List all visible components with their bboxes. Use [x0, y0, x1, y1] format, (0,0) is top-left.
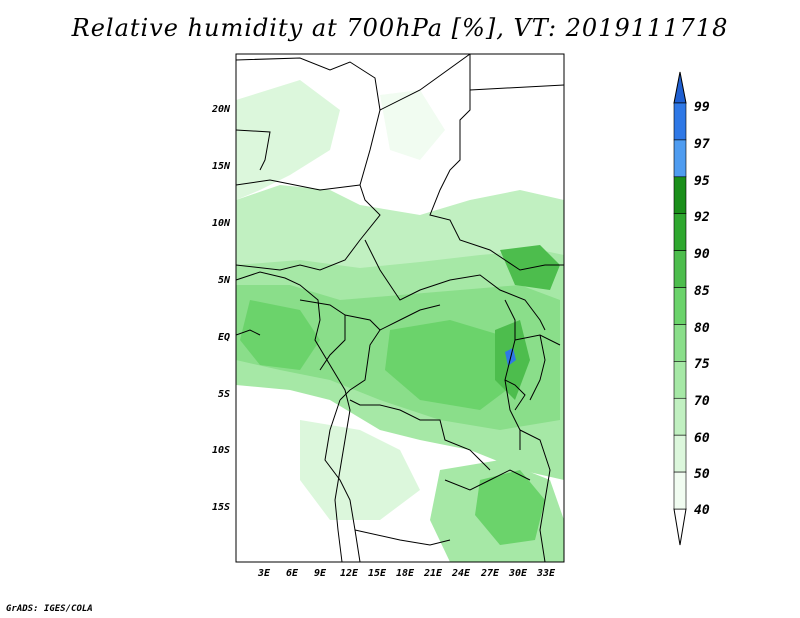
colorbar-label: 40: [694, 503, 710, 518]
colorbar-label: 85: [694, 284, 710, 299]
lon-label: 30E: [508, 568, 528, 579]
lon-label: 3E: [257, 568, 271, 579]
colorbar-segment: [673, 213, 687, 251]
rh-region-zambia-core: [475, 470, 545, 545]
colorbar-label: 60: [694, 431, 710, 446]
colorbar-segment: [673, 471, 687, 510]
lon-label: 9E: [313, 568, 327, 579]
colorbar-label: 97: [694, 137, 710, 152]
lat-label: 10N: [211, 218, 230, 229]
colorbar-segment: [673, 139, 687, 178]
lon-label: 18E: [395, 568, 415, 579]
lon-label: 33E: [536, 568, 556, 579]
lon-label: 21E: [423, 568, 443, 579]
colorbar-segment: [673, 397, 687, 436]
colorbar-segment: [673, 250, 687, 288]
colorbar-label: 99: [694, 100, 710, 115]
lat-label: 20N: [211, 104, 230, 115]
colorbar-label: 70: [694, 394, 710, 409]
colorbar-segment: [673, 102, 687, 141]
humidity-field: [236, 80, 564, 562]
lon-label: 27E: [480, 568, 500, 579]
coastline: [235, 271, 351, 563]
lat-label: 15N: [211, 161, 230, 172]
rh-region-gabon: [240, 300, 320, 370]
rh-region-north: [236, 80, 340, 200]
colorbar-segment: [673, 324, 687, 362]
lon-label: 15E: [367, 568, 387, 579]
lat-label: 10S: [211, 445, 230, 456]
lat-label: 5S: [217, 389, 230, 400]
colorbar-top-arrow: [673, 71, 687, 104]
country-borders: [236, 54, 564, 562]
lat-label: EQ: [217, 332, 230, 343]
colorbar-label: 92: [694, 210, 710, 225]
colorbar-segment: [673, 361, 687, 399]
colorbar-segment: [673, 287, 687, 325]
grads-credit: GrADS: IGES/COLA: [6, 604, 93, 614]
lat-label: 15S: [211, 502, 230, 513]
colorbar-label: 50: [694, 467, 710, 482]
colorbar-label: 95: [694, 174, 710, 189]
lon-label: 12E: [339, 568, 359, 579]
rh-region-angola: [300, 420, 420, 520]
colorbar-segment: [673, 176, 687, 215]
lon-label: 6E: [285, 568, 299, 579]
colorbar-bottom-arrow: [673, 508, 687, 546]
colorbar-label: 90: [694, 247, 710, 262]
rh-region-chad: [380, 90, 445, 160]
colorbar-label: 75: [694, 357, 710, 372]
colorbar: [673, 71, 687, 546]
lat-label: 5N: [217, 275, 230, 286]
plot-frame: [235, 53, 565, 563]
colorbar-segment: [673, 434, 687, 473]
map-title: Relative humidity at 700hPa [%], VT: 201…: [71, 14, 729, 42]
colorbar-label: 80: [694, 321, 710, 336]
lon-label: 24E: [451, 568, 471, 579]
rh-region-drc: [385, 320, 520, 410]
